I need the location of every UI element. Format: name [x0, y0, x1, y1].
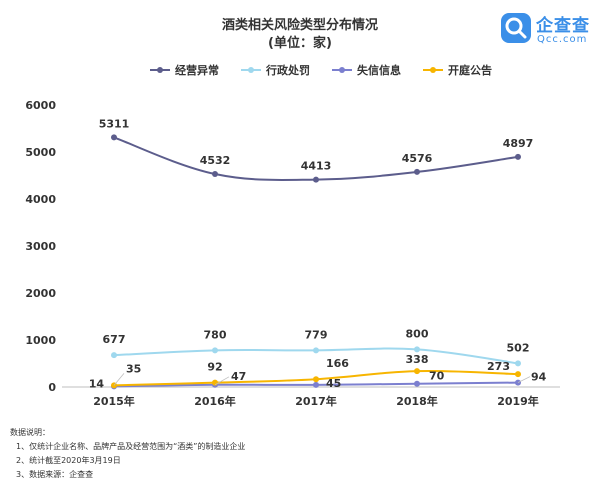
chart-axes: 0 1000 2000 3000 4000 5000 6000 2015年 2016年 2017年…: [25, 99, 560, 408]
x-tick-label: 2018年: [396, 394, 438, 408]
data-label: 5311: [99, 117, 130, 130]
notes-heading: 数据说明：: [10, 428, 50, 437]
y-tick-label: 2000: [25, 287, 56, 300]
data-label: 47: [231, 370, 246, 383]
data-point: [414, 368, 420, 375]
legend-swatch-marker: [157, 67, 163, 73]
data-label: 273: [487, 360, 510, 373]
data-label: 70: [429, 370, 445, 383]
data-label: 4897: [503, 137, 534, 150]
data-label: 94: [531, 371, 547, 384]
data-point: [313, 376, 319, 383]
note-item-2: 2、统计截至2020年3月19日: [16, 456, 121, 465]
chart-series-lines: [111, 134, 521, 390]
data-label: 45: [326, 377, 341, 390]
logo-domain: Qcc.com: [537, 34, 588, 45]
y-tick-label: 6000: [25, 99, 56, 112]
data-label: 14: [89, 377, 105, 390]
x-tick-label: 2015年: [93, 394, 135, 408]
legend-entry-label: 经营异常: [175, 63, 219, 77]
x-tick-label: 2019年: [497, 394, 539, 408]
magnifier-icon: [501, 13, 531, 43]
data-point: [313, 381, 319, 388]
chart-title: 酒类相关风险类型分布情况: [221, 18, 378, 33]
label-leader-line: [517, 376, 531, 383]
y-tick-label: 4000: [25, 193, 56, 206]
data-label: 502: [507, 341, 530, 354]
legend-swatch-marker: [248, 67, 254, 73]
logo-name: 企查查: [536, 16, 590, 36]
data-point: [212, 347, 218, 354]
x-tick-label: 2017年: [295, 394, 337, 408]
data-label: 4532: [200, 154, 231, 167]
data-point: [414, 346, 420, 353]
data-point: [313, 176, 319, 183]
label-leader-line: [214, 376, 230, 386]
data-label: 677: [103, 333, 126, 346]
data-point: [111, 134, 117, 141]
data-label: 92: [207, 361, 222, 374]
data-label: 4576: [402, 152, 433, 165]
data-notes: 数据说明： 1、仅统计企业名称、品牌产品及经营范围为“酒类”的制造业企业 2、统…: [10, 426, 245, 482]
data-label: 800: [406, 327, 429, 340]
qichacha-logo: 企查查 Qcc.com: [500, 10, 596, 50]
x-tick-label: 2016年: [194, 394, 236, 408]
y-tick-label: 5000: [25, 146, 56, 159]
legend-swatch-marker: [339, 67, 345, 73]
data-label: 4413: [301, 160, 332, 173]
data-point: [313, 347, 319, 354]
data-point: [515, 371, 521, 378]
legend-entry-label: 开庭公告: [448, 63, 492, 77]
note-item-1: 1、仅统计企业名称、品牌产品及经营范围为“酒类”的制造业企业: [16, 442, 246, 451]
legend-entry-label: 行政处罚: [265, 63, 310, 77]
chart-subtitle: (单位：家): [268, 36, 332, 51]
data-label: 780: [204, 328, 227, 341]
y-tick-label: 0: [48, 381, 56, 394]
data-label: 166: [326, 357, 349, 370]
chart-legend: 经营异常 行政处罚 失信信息 开庭公告: [150, 63, 492, 77]
label-leader-line: [113, 373, 125, 386]
data-label: 338: [406, 353, 429, 366]
data-point: [515, 153, 521, 160]
data-point: [111, 352, 117, 359]
data-label: 779: [305, 328, 328, 341]
y-tick-label: 3000: [25, 240, 56, 253]
legend-swatch-marker: [430, 67, 436, 73]
data-label: 35: [126, 362, 141, 375]
data-point: [414, 168, 420, 175]
y-tick-label: 1000: [25, 334, 56, 347]
data-point: [515, 360, 521, 367]
note-item-3: 3、数据来源：企查查: [16, 470, 94, 479]
data-point: [212, 170, 218, 177]
legend-entry-label: 失信信息: [357, 63, 401, 77]
data-point: [414, 380, 420, 387]
chart-data-labels: 5311 4532 4413 4576 4897 677 780 779 800 502 14 35 9…: [89, 117, 547, 390]
line-chart: 经营异常 行政处罚 失信信息 开庭公告 0 1000 2000 3000 4000 5000 60…: [25, 63, 560, 408]
